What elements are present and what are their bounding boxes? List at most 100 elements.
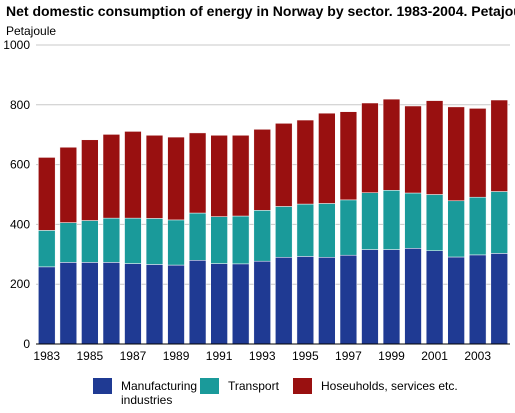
bar-1987-series-1 — [124, 217, 142, 264]
bar-1988-series-1 — [145, 218, 164, 265]
bar-1997-series-0 — [339, 254, 358, 345]
bar-2003-series-0 — [469, 254, 487, 345]
bar-1993-series-0 — [253, 260, 271, 345]
bar-stack-1991 — [210, 135, 228, 345]
bar-1983-series-1 — [38, 230, 56, 268]
bar-2001-series-1 — [425, 194, 444, 251]
bar-stack-1994 — [275, 123, 293, 345]
legend: Manufacturing industries Transport Hoseuhol… — [93, 378, 458, 407]
bar-2003-series-1 — [469, 196, 487, 256]
bar-1989-series-1 — [167, 219, 185, 266]
bar-1990-series-0 — [188, 260, 207, 345]
x-tick-label: 1999 — [378, 349, 405, 363]
bar-1997-series-2 — [339, 111, 358, 201]
bar-stack-1988 — [145, 135, 164, 345]
legend-swatch — [200, 378, 219, 394]
y-tick-labels: 0 200 400 600 800 1000 — [3, 38, 30, 351]
x-tick-label: 1987 — [120, 349, 147, 363]
bar-1998-series-2 — [361, 102, 379, 193]
x-tick-labels: 1983 1985 1987 1989 1991 1993 1995 1997 1999 2001… — [33, 349, 491, 363]
bar-1999-series-1 — [382, 190, 401, 250]
bar-1996-series-2 — [318, 112, 336, 204]
legend-item-0: Manufacturing industries — [93, 378, 197, 407]
bar-stack-1996 — [318, 112, 336, 345]
bar-stack-2000 — [404, 105, 422, 345]
bar-1985-series-0 — [81, 262, 99, 345]
bar-1984-series-0 — [59, 262, 77, 345]
bar-stack-1997 — [339, 111, 358, 345]
bar-stack-2001 — [425, 100, 444, 345]
bar-1998-series-1 — [361, 192, 379, 250]
legend-swatch — [293, 378, 312, 394]
bar-1997-series-1 — [339, 199, 358, 256]
bar-1986-series-0 — [102, 262, 121, 345]
bar-1985-series-1 — [81, 220, 99, 263]
bar-stack-1987 — [124, 131, 142, 345]
x-tick-label: 1983 — [33, 349, 60, 363]
bar-2004-series-0 — [490, 253, 508, 345]
y-tick-label: 0 — [23, 337, 30, 351]
bar-stack-2004 — [490, 99, 508, 345]
bar-1989-series-2 — [167, 136, 185, 221]
x-tick-label: 1993 — [249, 349, 276, 363]
chart-title: Net domestic consumption of energy in No… — [6, 3, 515, 19]
bar-stack-1990 — [188, 132, 207, 345]
bar-1987-series-0 — [124, 263, 142, 345]
bar-1984-series-2 — [59, 147, 77, 223]
bar-1988-series-0 — [145, 264, 164, 345]
bar-1995-series-2 — [296, 119, 314, 205]
bar-1983-series-0 — [38, 266, 56, 345]
bar-2000-series-0 — [404, 248, 422, 345]
bar-1999-series-2 — [382, 98, 401, 191]
bar-1996-series-0 — [318, 257, 336, 345]
bar-stack-1999 — [382, 98, 401, 345]
bar-1993-series-2 — [253, 129, 271, 211]
bar-2002-series-1 — [447, 200, 465, 258]
bar-stack-1983 — [38, 157, 56, 345]
bar-1994-series-2 — [275, 123, 293, 207]
bar-2001-series-0 — [425, 250, 444, 345]
y-tick-label: 1000 — [3, 38, 30, 52]
bar-1990-series-1 — [188, 212, 207, 261]
x-tick-label: 2003 — [464, 349, 491, 363]
y-axis-label: Petajoule — [6, 24, 56, 38]
legend-swatch — [93, 378, 112, 394]
bar-1989-series-0 — [167, 264, 185, 345]
bar-1991-series-2 — [210, 135, 228, 217]
bar-2003-series-2 — [469, 108, 487, 198]
y-tick-label: 800 — [10, 98, 30, 112]
bar-1999-series-0 — [382, 249, 401, 345]
bar-stack-1995 — [296, 119, 314, 345]
bar-1992-series-2 — [232, 135, 250, 217]
bar-1985-series-2 — [81, 139, 99, 221]
bar-1984-series-1 — [59, 222, 77, 263]
bar-1995-series-1 — [296, 203, 314, 257]
bar-stack-1993 — [253, 129, 271, 345]
bar-stack-1985 — [81, 139, 99, 345]
legend-label: Transport — [228, 379, 280, 393]
bar-2002-series-2 — [447, 106, 465, 202]
x-tick-label: 1997 — [335, 349, 362, 363]
y-tick-label: 600 — [10, 158, 30, 172]
bars — [38, 98, 508, 345]
legend-item-1: Transport — [200, 378, 280, 394]
y-tick-label: 200 — [10, 277, 30, 291]
bar-1986-series-1 — [102, 217, 121, 263]
bar-1983-series-2 — [38, 157, 56, 231]
bar-1994-series-1 — [275, 206, 293, 258]
bar-1993-series-1 — [253, 210, 271, 262]
bar-1991-series-0 — [210, 263, 228, 345]
bar-stack-1984 — [59, 147, 77, 345]
bar-1991-series-1 — [210, 216, 228, 264]
bar-1995-series-0 — [296, 256, 314, 345]
bar-stack-1989 — [167, 136, 185, 345]
bar-2000-series-1 — [404, 192, 422, 249]
bar-stack-1998 — [361, 102, 379, 345]
bar-2002-series-0 — [447, 256, 465, 345]
bar-2004-series-1 — [490, 191, 508, 254]
bar-1990-series-2 — [188, 132, 207, 214]
y-tick-label: 400 — [10, 217, 30, 231]
bar-2004-series-2 — [490, 99, 508, 192]
legend-item-2: Hoseuholds, services etc. — [293, 378, 458, 394]
bar-1986-series-2 — [102, 134, 121, 219]
